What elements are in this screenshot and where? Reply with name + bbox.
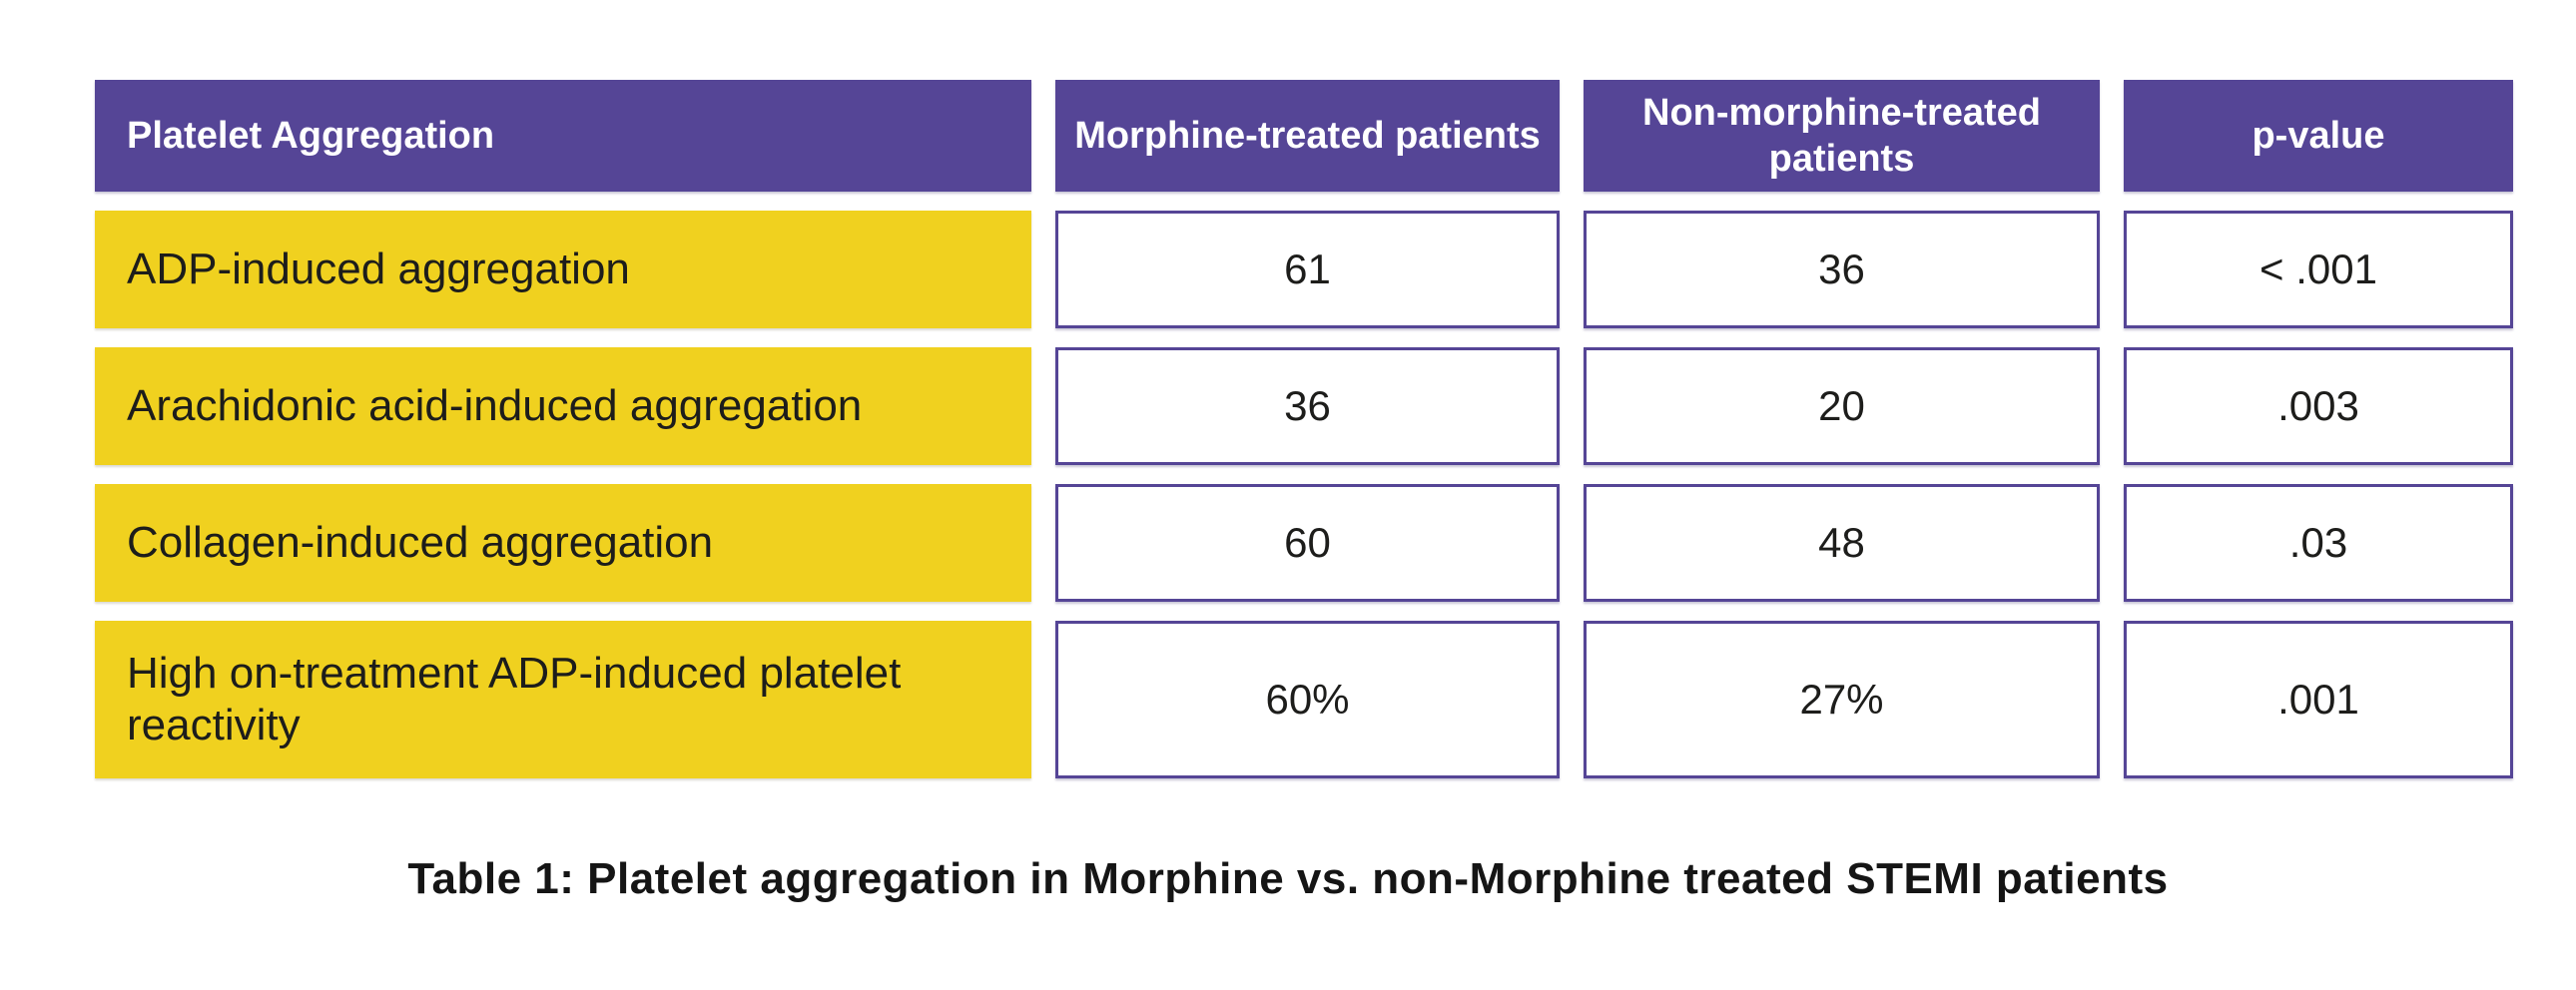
value-arachidonic-non-morphine: 20 [1584,347,2100,465]
value-arachidonic-morphine: 36 [1055,347,1560,465]
value-reactivity-non-morphine: 27% [1584,621,2100,778]
value-adp-non-morphine: 36 [1584,211,2100,328]
value-collagen-non-morphine: 48 [1584,484,2100,602]
value-reactivity-p-value: .001 [2124,621,2513,778]
value-collagen-morphine: 60 [1055,484,1560,602]
value-adp-p-value: < .001 [2124,211,2513,328]
column-header-p-value: p-value [2124,80,2513,192]
column-header-morphine-treated: Morphine-treated patients [1055,80,1560,192]
row-label-collagen-induced: Collagen-induced aggregation [95,484,1031,602]
column-header-platelet-aggregation: Platelet Aggregation [95,80,1031,192]
table-caption: Table 1: Platelet aggregation in Morphin… [407,854,2169,903]
value-collagen-p-value: .03 [2124,484,2513,602]
value-reactivity-morphine: 60% [1055,621,1560,778]
row-label-arachidonic-acid: Arachidonic acid-induced aggregation [95,347,1031,465]
row-label-adp-induced: ADP-induced aggregation [95,211,1031,328]
column-header-non-morphine-treated: Non-morphine-treated patients [1584,80,2100,192]
value-adp-morphine: 61 [1055,211,1560,328]
platelet-aggregation-table: Platelet Aggregation Morphine-treated pa… [95,80,2513,778]
row-label-high-on-treatment-reactivity: High on-treatment ADP-induced platelet r… [95,621,1031,778]
value-arachidonic-p-value: .003 [2124,347,2513,465]
